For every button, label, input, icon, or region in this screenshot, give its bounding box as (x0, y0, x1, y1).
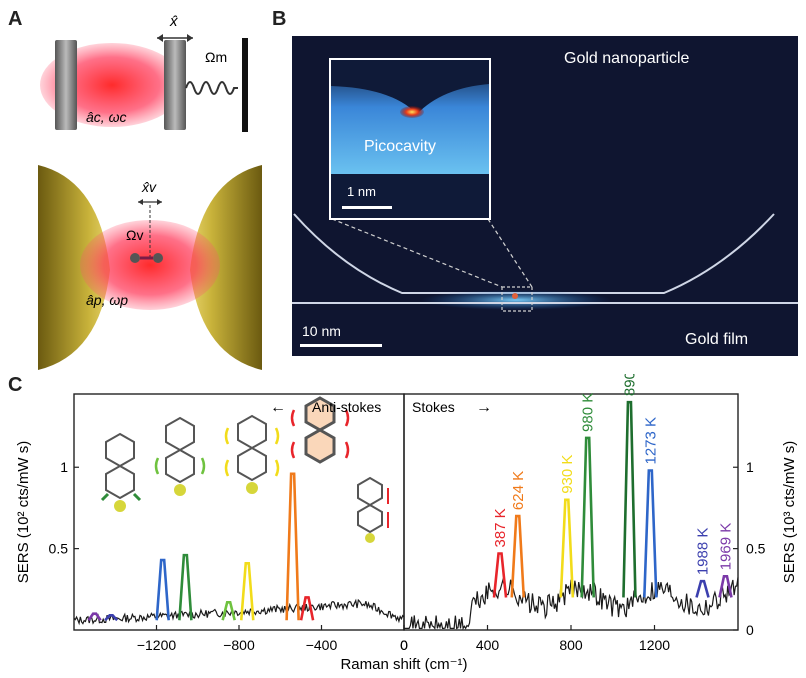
spectrum-line (73, 598, 405, 626)
x-tick-label: 1200 (639, 637, 670, 653)
main-scale-label: 10 nm (302, 323, 341, 339)
spring (185, 81, 238, 95)
right-mirror (164, 40, 186, 130)
peak-mark (299, 596, 315, 621)
peak-temperature-label: 387 K (492, 508, 509, 547)
gold-nanoparticle-label: Gold nanoparticle (564, 50, 690, 67)
panel-a-diagram: x̂ Ωm âc, ωc x̂v Ωv âp, ωp (38, 13, 262, 370)
peak-temperature-label: 890 K (621, 374, 638, 396)
y-tick-label: 0 (746, 622, 754, 638)
x-axis-title: Raman shift (cm⁻¹) (340, 656, 467, 673)
x-tick-label: 800 (559, 637, 583, 653)
left-gold-tip (38, 165, 110, 370)
gap-field-glow (421, 290, 611, 310)
atom-right (153, 253, 163, 263)
anti-stokes-label: Anti-stokes (312, 399, 381, 415)
x-tick-label: 400 (476, 637, 500, 653)
peak-mark (695, 579, 710, 598)
peak-temperature-label: 1273 K (642, 417, 659, 465)
y-tick-label: 1 (60, 459, 68, 475)
peak-temperature-label: 624 K (510, 471, 527, 510)
inset-scale-label: 1 nm (347, 184, 376, 199)
a-c-label: âc, ωc (86, 109, 126, 125)
right-y-axis-title: SERS (10³ cts/mW s) (781, 441, 798, 584)
peak-mark (178, 553, 193, 621)
peak-mark (622, 400, 637, 598)
peak-temperature-label: 1969 K (717, 523, 734, 571)
zoom-box (501, 286, 533, 312)
right-gold-tip (190, 165, 262, 370)
panel-label-c: C (8, 374, 23, 396)
omega-v-label: Ωv (126, 227, 143, 243)
peak-temperature-label: 1988 K (695, 528, 712, 576)
peak-mark (239, 561, 255, 621)
main-scale-bar (300, 344, 382, 347)
x-tick-label: −400 (306, 637, 338, 653)
peak-mark (87, 612, 102, 621)
picocavity-label: Picocavity (364, 138, 436, 155)
stokes-label: Stokes (412, 399, 455, 415)
stokes-arrow: → (476, 399, 492, 416)
stokes-axes (403, 393, 739, 631)
peak-mark (643, 469, 658, 598)
left-mirror (55, 40, 77, 130)
a-p-label: âp, ωp (86, 292, 128, 308)
left-y-axis-title: SERS (10² cts/mW s) (15, 441, 32, 584)
plasmon-glow (80, 220, 220, 310)
peak-mark (510, 514, 526, 598)
x-tick-label: −800 (223, 637, 255, 653)
gold-film-label: Gold film (685, 331, 748, 348)
peak-mark (104, 614, 119, 622)
x-tick-label: 0 (400, 637, 408, 653)
peak-mark (492, 552, 508, 598)
y-tick-label: 0.5 (746, 541, 766, 557)
x-v-label: x̂v (141, 179, 157, 195)
peak-mark (559, 498, 575, 598)
omega-m-label: Ωm (205, 49, 227, 65)
peak-temperature-label: 980 K (580, 393, 597, 432)
peak-mark (285, 472, 300, 621)
panel-label-b: B (272, 8, 287, 30)
x-tick-label: 0 (400, 637, 408, 653)
peak-mark (155, 558, 170, 621)
inset-scale-bar (342, 206, 392, 209)
x-hat-label: x̂ (169, 13, 178, 30)
x-tick-label: −1200 (137, 637, 177, 653)
picocavity-hotspot (400, 106, 424, 118)
y-tick-label: 0.5 (49, 541, 69, 557)
atom-left (130, 253, 140, 263)
panel-b-simulation: Picocavity 1 nm Gold nanoparticle Gold f… (292, 36, 798, 356)
peak-mark (580, 436, 595, 598)
panel-label-a: A (8, 8, 23, 30)
peak-mark (718, 574, 733, 598)
anti-stokes-arrow: ← (270, 399, 286, 416)
molecule-diagrams (100, 396, 389, 543)
wall (242, 38, 248, 132)
peak-temperature-label: 930 K (559, 455, 576, 494)
y-tick-label: 1 (746, 459, 754, 475)
peak-mark (221, 601, 236, 621)
